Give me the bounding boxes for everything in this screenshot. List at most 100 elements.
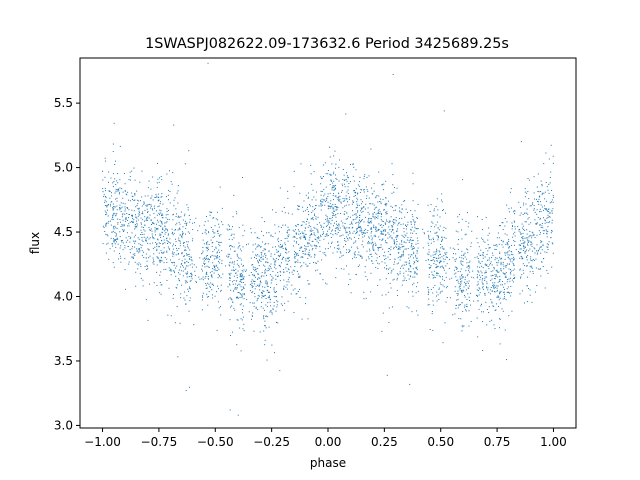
scatter-point [299,288,301,290]
scatter-point [293,186,295,188]
scatter-point [267,267,269,269]
scatter-point [179,228,181,230]
scatter-point [306,265,308,267]
scatter-point [357,184,359,186]
scatter-point [390,235,392,237]
scatter-point [533,208,535,210]
scatter-point [444,212,446,214]
scatter-point [209,211,211,213]
scatter-point [148,229,150,231]
scatter-point [461,263,463,265]
scatter-point [112,218,114,220]
scatter-point [139,250,141,252]
scatter-point [382,248,384,250]
scatter-point [173,232,175,234]
scatter-point [438,257,440,259]
scatter-point [378,171,380,173]
scatter-point [299,233,301,235]
scatter-point [258,273,260,275]
scatter-point [522,235,524,237]
scatter-point [236,288,238,290]
scatter-point [218,249,220,251]
scatter-point [338,200,340,202]
scatter-point [522,225,524,227]
scatter-point [156,264,158,266]
scatter-point [346,227,348,229]
scatter-point [164,257,166,259]
scatter-point [503,296,505,298]
scatter-point [463,294,465,296]
scatter-point [514,240,516,242]
scatter-point [273,259,275,261]
scatter-point [275,321,277,323]
scatter-point [397,273,399,275]
scatter-point [270,298,272,300]
scatter-point [355,207,357,209]
scatter-point [539,224,541,226]
scatter-point [251,282,253,284]
scatter-point [503,268,505,270]
scatter-point [377,249,379,251]
scatter-point [128,225,130,227]
scatter-point [318,205,320,207]
scatter-point [356,217,358,219]
scatter-point [484,264,486,266]
scatter-point [430,265,432,267]
scatter-point [542,244,544,246]
scatter-point [442,342,444,344]
scatter-point [320,177,322,179]
scatter-point [161,193,163,195]
scatter-point [353,256,355,258]
scatter-point [292,273,294,275]
scatter-point [374,218,376,220]
scatter-point [352,175,354,177]
scatter-point [272,270,274,272]
scatter-point [477,216,478,218]
scatter-point [287,190,289,192]
scatter-point [177,272,179,274]
scatter-point [329,227,331,229]
scatter-point [117,223,119,225]
scatter-point [237,247,239,249]
scatter-point [115,246,117,248]
scatter-point [207,258,209,260]
scatter-point [331,230,333,232]
scatter-point [339,195,341,197]
scatter-point [300,236,302,238]
scatter-point [518,252,520,254]
y-tick-label: 3.5 [54,354,73,368]
scatter-point [322,252,324,254]
scatter-point [303,200,305,202]
scatter-point [310,226,312,228]
scatter-point [399,246,401,248]
scatter-point [120,261,122,263]
scatter-point [502,222,504,224]
scatter-point [354,253,356,255]
scatter-point [306,208,308,210]
scatter-point [220,314,222,316]
scatter-point [514,235,516,237]
scatter-point [427,304,429,306]
scatter-point [442,265,444,267]
scatter-point [512,236,514,238]
scatter-point [481,283,483,285]
scatter-point [241,297,243,299]
scatter-point [283,287,285,289]
scatter-point [265,274,267,276]
scatter-point [495,270,497,272]
scatter-point [316,223,318,225]
scatter-point [500,284,502,286]
scatter-point [261,272,263,274]
scatter-point [389,221,391,223]
scatter-point [527,242,529,243]
x-tick-label: −0.50 [197,435,234,449]
scatter-point [467,252,469,254]
scatter-point [117,222,119,224]
scatter-point [240,259,242,261]
scatter-point [336,251,338,253]
scatter-point [507,291,509,293]
scatter-point [205,283,207,285]
scatter-point [333,208,335,210]
scatter-point [122,197,124,199]
scatter-point [355,192,357,194]
